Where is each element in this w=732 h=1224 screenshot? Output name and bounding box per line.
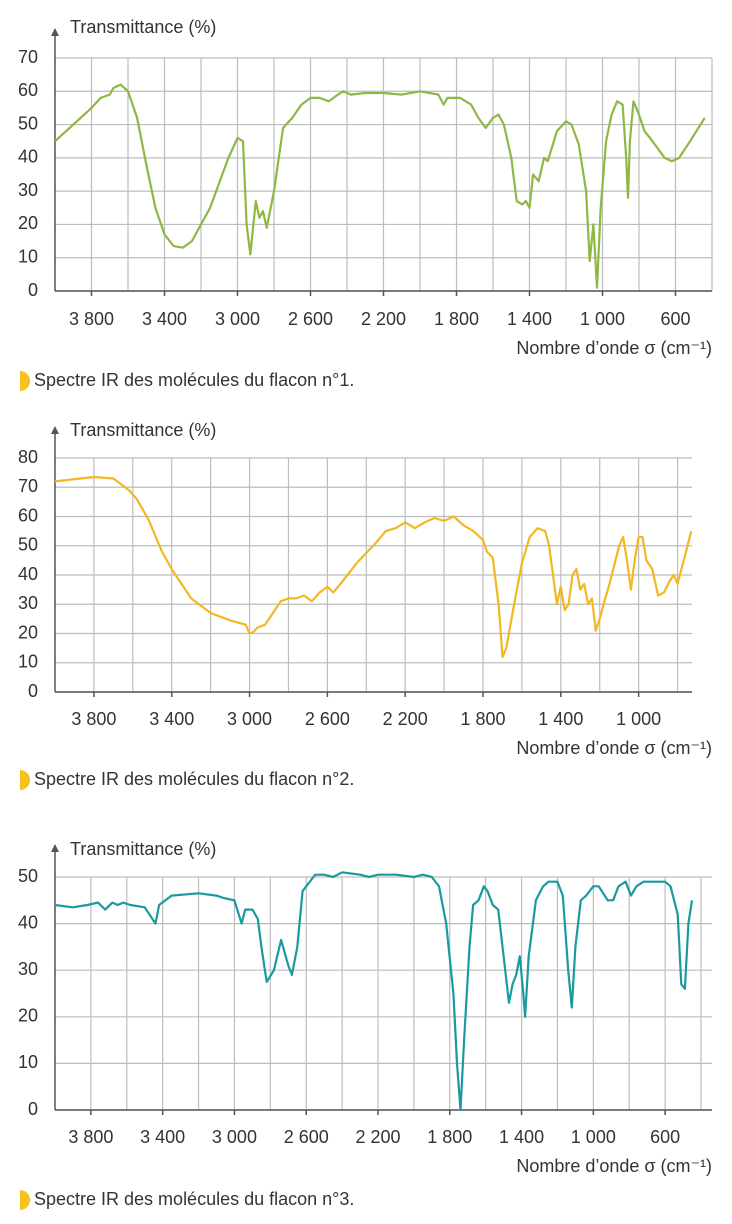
- y-axis-arrow: [51, 28, 59, 36]
- caption: Spectre IR des molécules du flacon n°3.: [34, 1189, 354, 1209]
- x-tick-label: 1 000: [571, 1127, 616, 1147]
- y-axis-label: Transmittance (%): [70, 17, 216, 37]
- y-tick-label: 50: [18, 866, 38, 886]
- y-tick-label: 50: [18, 535, 38, 555]
- caption: Spectre IR des molécules du flacon n°1.: [34, 370, 354, 390]
- x-tick-label: 3 000: [215, 309, 260, 329]
- y-tick-label: 0: [28, 1099, 38, 1119]
- x-tick-label: 2 600: [288, 309, 333, 329]
- y-axis-label: Transmittance (%): [70, 839, 216, 859]
- y-axis-label: Transmittance (%): [70, 420, 216, 440]
- x-tick-label: 3 800: [69, 309, 114, 329]
- x-tick-label: 1 400: [538, 709, 583, 729]
- y-tick-label: 30: [18, 180, 38, 200]
- y-tick-label: 30: [18, 593, 38, 613]
- x-tick-label: 3 800: [68, 1127, 113, 1147]
- x-tick-label: 1 000: [580, 309, 625, 329]
- y-tick-label: 40: [18, 564, 38, 584]
- caption-icon: [20, 770, 30, 790]
- x-tick-label: 1 800: [434, 309, 479, 329]
- x-axis-label: Nombre d’onde σ (cm⁻¹): [516, 338, 712, 358]
- caption: Spectre IR des molécules du flacon n°2.: [34, 769, 354, 789]
- x-tick-label: 1 000: [616, 709, 661, 729]
- y-tick-label: 70: [18, 476, 38, 496]
- spectrum-line: [54, 475, 693, 658]
- x-tick-label: 3 000: [212, 1127, 257, 1147]
- x-tick-label: 3 400: [142, 309, 187, 329]
- x-tick-label: 2 600: [284, 1127, 329, 1147]
- x-tick-label: 1 400: [507, 309, 552, 329]
- y-tick-label: 20: [18, 1006, 38, 1026]
- x-tick-label: 600: [660, 309, 690, 329]
- x-tick-label: 2 200: [355, 1127, 400, 1147]
- y-axis-arrow: [51, 426, 59, 434]
- spectrum-line: [54, 871, 694, 1112]
- x-tick-label: 3 400: [149, 709, 194, 729]
- y-tick-label: 40: [18, 912, 38, 932]
- x-tick-label: 2 600: [305, 709, 350, 729]
- y-tick-label: 20: [18, 622, 38, 642]
- x-tick-label: 1 400: [499, 1127, 544, 1147]
- y-tick-label: 10: [18, 652, 38, 672]
- x-tick-label: 2 200: [383, 709, 428, 729]
- x-axis-label: Nombre d’onde σ (cm⁻¹): [516, 1156, 712, 1176]
- y-tick-label: 0: [28, 280, 38, 300]
- y-axis-arrow: [51, 844, 59, 852]
- x-tick-label: 2 200: [361, 309, 406, 329]
- y-tick-label: 70: [18, 47, 38, 67]
- y-tick-label: 60: [18, 80, 38, 100]
- x-tick-label: 3 400: [140, 1127, 185, 1147]
- x-tick-label: 3 800: [71, 709, 116, 729]
- y-tick-label: 10: [18, 246, 38, 266]
- y-tick-label: 40: [18, 147, 38, 167]
- y-tick-label: 60: [18, 505, 38, 525]
- y-tick-label: 30: [18, 959, 38, 979]
- y-tick-label: 80: [18, 447, 38, 467]
- y-tick-label: 20: [18, 213, 38, 233]
- caption-icon: [20, 371, 30, 391]
- x-tick-label: 3 000: [227, 709, 272, 729]
- x-tick-label: 600: [650, 1127, 680, 1147]
- y-tick-label: 0: [28, 681, 38, 701]
- y-tick-label: 50: [18, 113, 38, 133]
- x-tick-label: 1 800: [460, 709, 505, 729]
- x-tick-label: 1 800: [427, 1127, 472, 1147]
- y-tick-label: 10: [18, 1052, 38, 1072]
- caption-icon: [20, 1190, 30, 1210]
- spectrum-line: [54, 83, 706, 289]
- x-axis-label: Nombre d’onde σ (cm⁻¹): [516, 738, 712, 758]
